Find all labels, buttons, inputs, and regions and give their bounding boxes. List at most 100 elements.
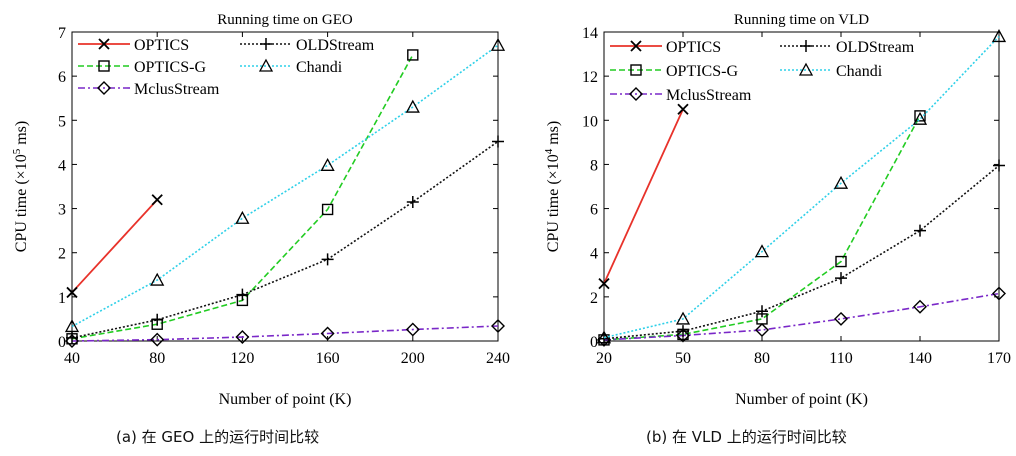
data-point	[755, 322, 769, 337]
y-tick-label: 5	[58, 113, 66, 130]
data-point	[835, 255, 847, 268]
series-line	[71, 199, 158, 294]
series-chandi	[64, 37, 506, 333]
legend-label: Chandi	[296, 59, 343, 76]
plot-frame	[71, 31, 499, 342]
y-tick-label: 10	[582, 113, 598, 130]
x-tick-label: 160	[316, 350, 340, 367]
data-point	[150, 332, 165, 347]
y-tick-label: 12	[582, 69, 598, 86]
x-tick-label: 40	[64, 350, 80, 367]
y-tick-label: 0	[58, 334, 66, 351]
legend-label: OPTICS	[134, 37, 189, 54]
x-tick-label: 120	[230, 350, 254, 367]
data-point	[754, 244, 770, 258]
legend-label: MclusStream	[666, 87, 752, 104]
legend-marker	[260, 38, 272, 50]
data-point	[321, 203, 334, 216]
data-point	[914, 224, 926, 237]
x-tick-label: 240	[486, 350, 510, 367]
data-point	[833, 175, 849, 189]
data-point	[321, 253, 334, 266]
data-point	[675, 311, 691, 325]
caption-a: (a) 在 GEO 上的运行时间比较	[116, 428, 320, 446]
data-point	[913, 299, 927, 314]
data-point	[834, 311, 848, 326]
y-tick-label: 2	[58, 246, 66, 263]
legend-label: MclusStream	[134, 81, 220, 98]
series-oldstream	[66, 135, 504, 344]
legend-marker	[630, 64, 642, 76]
data-point	[835, 272, 847, 285]
data-point	[598, 277, 610, 290]
y-tick-label: 0	[590, 334, 598, 351]
legend-marker	[630, 40, 642, 52]
data-point	[320, 326, 335, 341]
legend-label: OPTICS-G	[666, 63, 738, 80]
chart-title: Running time on GEO	[217, 12, 353, 28]
series-line	[603, 292, 1000, 341]
series-line	[603, 164, 1000, 340]
y-tick-label: 8	[590, 157, 598, 174]
data-point	[320, 157, 335, 171]
data-point	[993, 159, 1005, 172]
series-line	[71, 140, 499, 339]
y-tick-label: 4	[590, 246, 598, 263]
data-point	[65, 334, 79, 348]
data-point	[991, 29, 1007, 43]
x-tick-label: 50	[675, 350, 691, 367]
series-optics	[598, 103, 689, 290]
legend-marker	[97, 81, 111, 95]
y-tick-label: 7	[58, 25, 66, 42]
data-point	[491, 319, 505, 333]
legend-label: OLDStream	[296, 37, 375, 54]
data-point	[407, 49, 419, 61]
legend-label: OLDStream	[836, 39, 915, 56]
data-point	[596, 330, 612, 344]
y-tick-label: 14	[582, 25, 598, 42]
data-point	[235, 330, 250, 345]
legend: OPTICS OPTICS-G MclusStream OLDStream Chandi	[610, 39, 915, 104]
data-point	[405, 322, 420, 337]
y-tick-label: 6	[58, 69, 66, 86]
legend-marker	[98, 38, 110, 50]
data-point	[151, 194, 163, 206]
series-line	[603, 35, 1000, 339]
x-axis-label: Number of point (K)	[735, 391, 868, 408]
y-axis-label: CPU time (×105 ms)	[11, 121, 30, 252]
legend: OPTICS OPTICS-G MclusStream OLDStream Chandi	[78, 37, 375, 98]
data-point	[235, 210, 250, 224]
chart-title: Running time on VLD	[734, 12, 869, 28]
legend-marker	[258, 58, 274, 72]
y-tick-label: 4	[58, 157, 66, 174]
series-line	[71, 44, 499, 328]
data-point	[64, 319, 80, 333]
chart-panel-vld: Running time on VLD 20 50 80 110 140 170 0 2 4 6 8 1…	[543, 12, 1011, 408]
x-axis-label: Number of point (K)	[219, 391, 352, 408]
legend-marker	[629, 87, 643, 101]
legend-label: OPTICS-G	[134, 59, 206, 76]
series-oldstream	[598, 159, 1005, 345]
series-chandi	[596, 29, 1007, 344]
series-mclusstream	[597, 286, 1006, 347]
data-point	[676, 328, 690, 343]
series-optics	[66, 194, 163, 299]
y-tick-label: 6	[590, 202, 598, 219]
data-point	[912, 111, 928, 125]
x-tick-label: 170	[987, 350, 1011, 367]
legend-label: Chandi	[836, 63, 883, 80]
series-line	[71, 325, 499, 342]
x-tick-label: 80	[149, 350, 165, 367]
y-axis-label: CPU time (×104 ms)	[543, 121, 562, 252]
x-tick-label: 80	[754, 350, 770, 367]
legend-marker	[98, 60, 110, 72]
legend-marker	[798, 62, 814, 76]
series-mclusstream	[65, 319, 505, 348]
caption-b: (b) 在 VLD 上的运行时间比较	[646, 428, 847, 446]
data-point	[406, 195, 419, 208]
data-point	[150, 272, 165, 286]
data-point	[677, 103, 689, 115]
data-point	[66, 286, 78, 299]
data-point	[992, 286, 1006, 301]
